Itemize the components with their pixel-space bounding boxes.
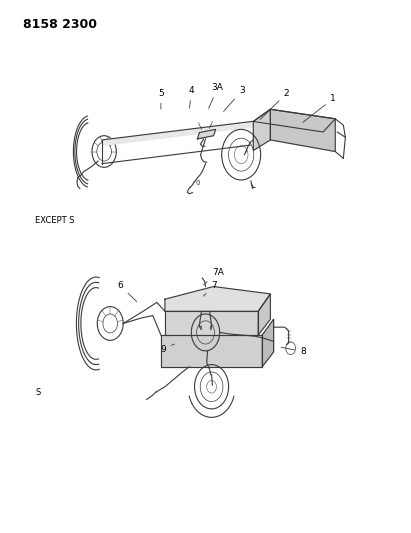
Polygon shape bbox=[161, 335, 262, 367]
Text: 1: 1 bbox=[303, 94, 336, 123]
Text: 0: 0 bbox=[195, 180, 200, 186]
Text: 4: 4 bbox=[189, 86, 194, 108]
Polygon shape bbox=[262, 319, 274, 367]
Text: S: S bbox=[35, 388, 40, 397]
Polygon shape bbox=[258, 294, 270, 335]
Text: 8158 2300: 8158 2300 bbox=[23, 18, 97, 30]
Polygon shape bbox=[165, 311, 258, 335]
Polygon shape bbox=[102, 122, 254, 145]
Polygon shape bbox=[253, 109, 335, 132]
Text: 3A: 3A bbox=[209, 84, 224, 108]
Polygon shape bbox=[197, 130, 216, 139]
Text: 8: 8 bbox=[281, 347, 306, 356]
Text: 5: 5 bbox=[158, 88, 164, 109]
Text: 7: 7 bbox=[203, 281, 217, 296]
Polygon shape bbox=[165, 287, 270, 311]
Polygon shape bbox=[253, 109, 270, 150]
Text: EXCEPT S: EXCEPT S bbox=[35, 216, 75, 225]
Text: 6: 6 bbox=[118, 281, 136, 302]
Text: 3: 3 bbox=[224, 86, 245, 111]
Polygon shape bbox=[270, 109, 335, 151]
Text: 9: 9 bbox=[160, 344, 175, 353]
Text: 7A: 7A bbox=[203, 268, 224, 285]
Text: 2: 2 bbox=[260, 88, 289, 119]
